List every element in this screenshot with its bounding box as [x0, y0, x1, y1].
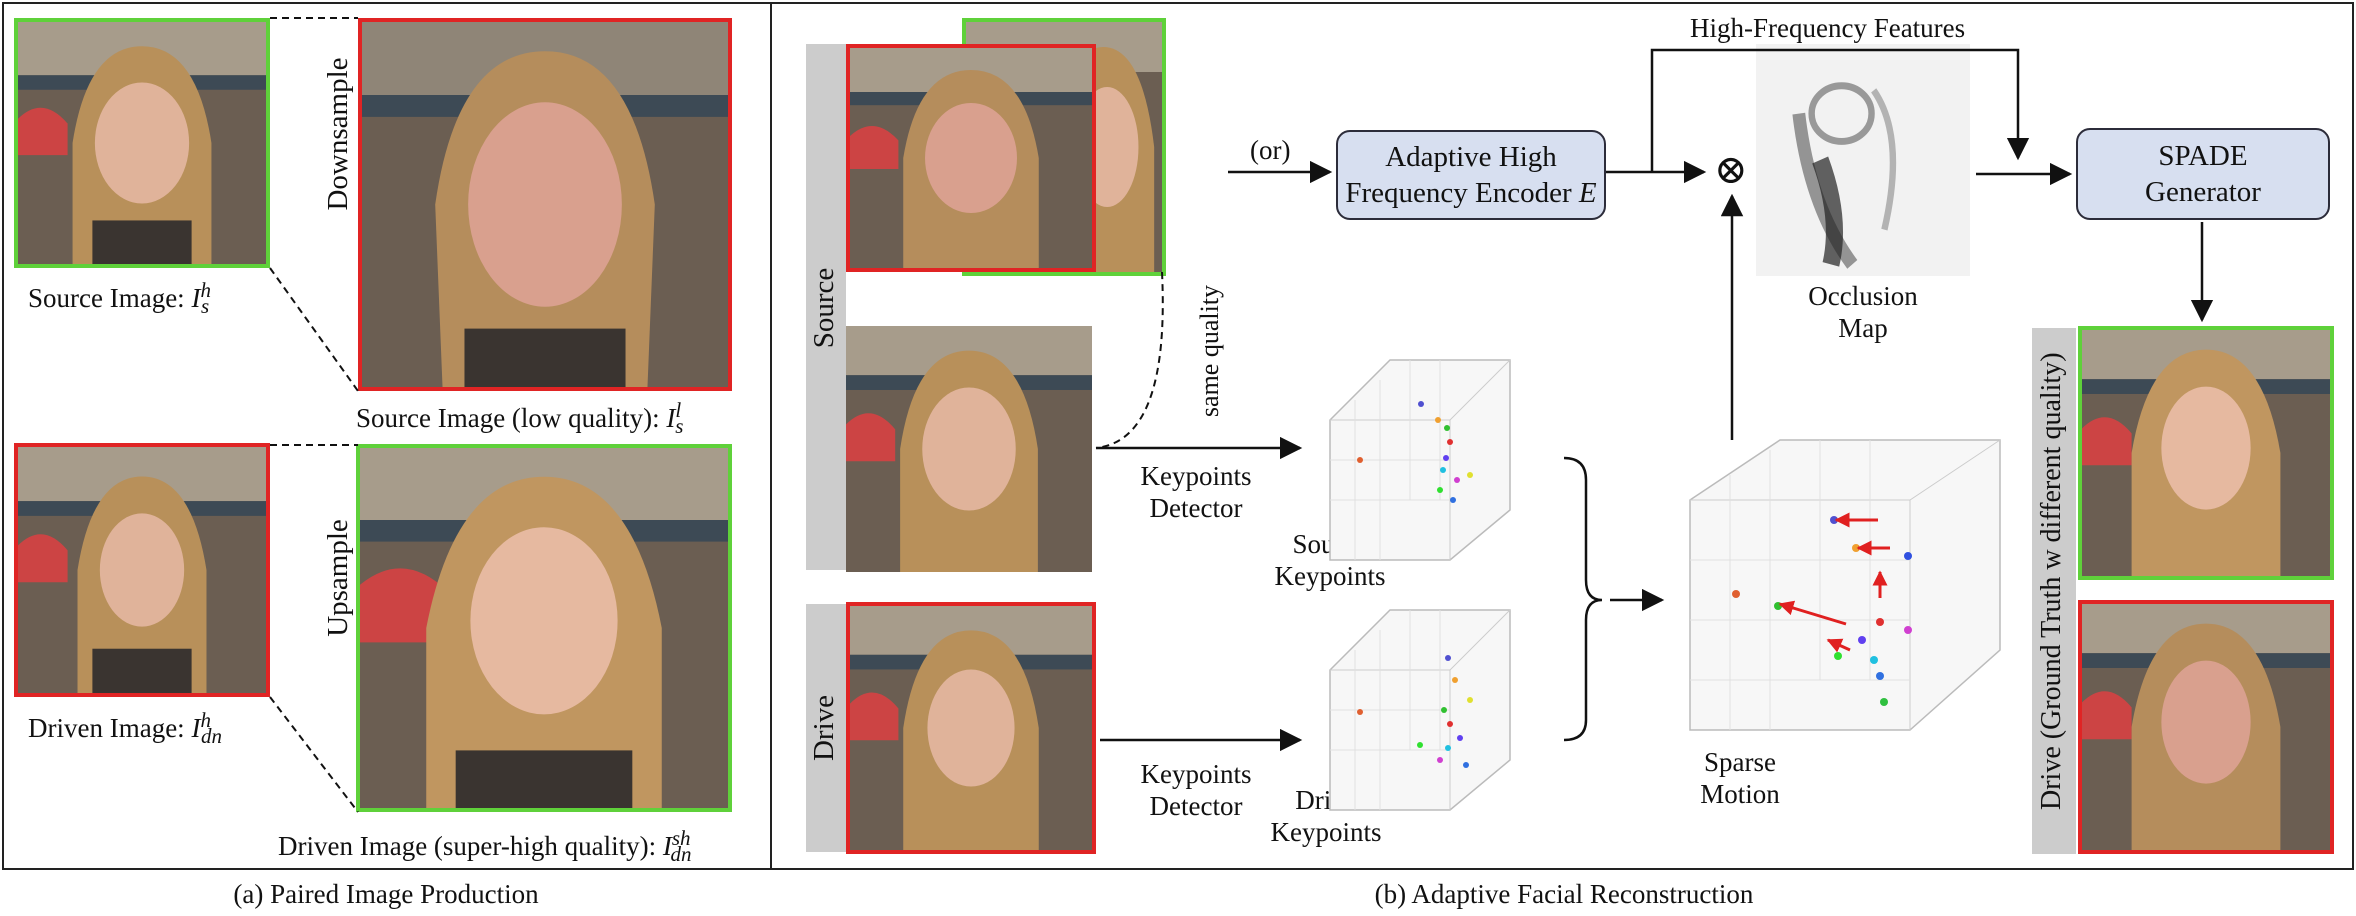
encoder-symbol: E	[1578, 177, 1597, 209]
source-image-low	[358, 18, 732, 391]
ground-truth-image-green	[2078, 326, 2334, 580]
driven-sh-label-text: Driven Image (super-high quality):	[278, 831, 663, 861]
skp-line2: Keypoints	[1274, 561, 1386, 592]
drive-bar-label: Drive	[808, 694, 840, 762]
drive-keypoints-label: Drive Keypoints	[1246, 784, 1406, 849]
driven-image-label: Driven Image: Ihdn	[28, 708, 222, 750]
panel-a-caption: (a) Paired Image Production	[233, 879, 539, 909]
face-photo	[2082, 330, 2330, 576]
driven-sh-symbol: I	[662, 831, 672, 861]
face-photo	[360, 448, 728, 808]
source-low-symbol: I	[666, 403, 676, 433]
source-low-sub: s	[675, 414, 684, 439]
same-quality-label: same quality	[1195, 284, 1224, 418]
high-frequency-features-label: High-Frequency Features	[1690, 13, 1966, 43]
face-photo	[18, 22, 266, 264]
driven-sup: h	[200, 708, 211, 732]
sm-line2: Motion	[1700, 779, 1780, 810]
source-image-plain	[846, 326, 1092, 572]
source-bar-label: Source	[808, 267, 840, 349]
source-image-label: Source Image: Ihs	[28, 278, 211, 320]
kp2-line2: Detector	[1149, 791, 1243, 822]
drive-bar	[806, 604, 846, 852]
dkp-line2: Keypoints	[1270, 817, 1382, 848]
or-label: (or)	[1250, 135, 1291, 165]
source-sup: h	[200, 278, 211, 302]
occlusion-map-image	[1756, 44, 1970, 276]
skp-line1: Source	[1292, 529, 1368, 559]
drive-image	[846, 602, 1096, 854]
occlusion-map	[1756, 44, 1970, 276]
panel-b-caption: (b) Adaptive Facial Reconstruction	[1374, 879, 1754, 909]
source-symbol: I	[191, 283, 201, 313]
source-sub: s	[200, 294, 210, 319]
source-keypoints-label: Source Keypoints	[1250, 528, 1410, 593]
sm-line1: Sparse	[1704, 747, 1776, 777]
kp1-line2: Detector	[1149, 493, 1243, 524]
driven-sh-sub: dn	[670, 842, 692, 867]
source-bar	[806, 44, 846, 570]
occlusion-line1: Occlusion	[1808, 281, 1918, 311]
face-photo	[850, 606, 1092, 850]
source-low-label-text: Source Image (low quality):	[356, 403, 667, 433]
driven-label-text: Driven Image:	[28, 713, 192, 743]
downsample-label: Downsample	[322, 57, 354, 211]
driven-image-super-high	[356, 444, 732, 812]
panel-b	[770, 2, 2354, 870]
keypoints-detector-source-label: Keypoints Detector	[1116, 460, 1276, 525]
driven-image-high	[14, 443, 270, 697]
ground-truth-bar-label: Drive (Ground Truth w different quality)	[2036, 352, 2067, 810]
adaptive-high-frequency-encoder-box: Adaptive High Frequency Encoder E	[1336, 130, 1606, 220]
face-photo	[362, 22, 728, 387]
ground-truth-bar	[2032, 328, 2076, 854]
kp2-line1: Keypoints	[1140, 759, 1252, 789]
encoder-line1: Adaptive High	[1385, 140, 1557, 173]
driven-sub: dn	[200, 724, 222, 749]
source-image-high	[14, 18, 270, 268]
keypoints-detector-drive-label: Keypoints Detector	[1116, 758, 1276, 823]
spade-generator-box: SPADE Generator	[2076, 128, 2330, 220]
upsample-label: Upsample	[322, 519, 354, 637]
source-low-sup: l	[675, 398, 682, 422]
face-photo	[850, 48, 1092, 268]
dkp-line1: Drive	[1295, 785, 1357, 815]
multiply-operator: ⊗	[1714, 147, 1748, 192]
driven-sh-sup: sh	[671, 826, 691, 850]
face-photo	[846, 326, 1092, 572]
face-photo	[18, 447, 266, 693]
occlusion-map-label: Occlusion Map	[1763, 280, 1963, 345]
source-image-red-front	[846, 44, 1096, 272]
sparse-motion-label: Sparse Motion	[1660, 746, 1820, 811]
source-label-text: Source Image:	[28, 283, 192, 313]
kp1-line1: Keypoints	[1140, 461, 1252, 491]
spade-line2: Generator	[2145, 176, 2261, 208]
ground-truth-image-red	[2078, 600, 2334, 854]
face-photo	[2082, 604, 2330, 850]
source-image-low-label: Source Image (low quality): Ils	[356, 398, 683, 440]
driven-image-sh-label: Driven Image (super-high quality): Ishdn	[278, 826, 692, 868]
driven-symbol: I	[191, 713, 201, 743]
occlusion-line2: Map	[1838, 313, 1888, 344]
encoder-line2: Frequency Encoder	[1345, 177, 1579, 209]
spade-line1: SPADE	[2158, 139, 2248, 172]
